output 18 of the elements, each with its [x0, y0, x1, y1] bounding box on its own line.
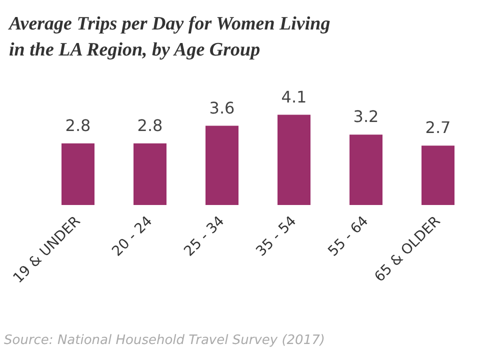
- x-tick-label: 35 - 54: [253, 213, 300, 260]
- data-label: 2.8: [65, 116, 91, 135]
- x-tick-label: 25 - 34: [181, 213, 228, 260]
- chart-title: Average Trips per Day for Women Living in the LA Region, by Age Group: [8, 14, 335, 60]
- data-label: 2.8: [137, 116, 163, 135]
- data-label: 3.2: [353, 107, 379, 126]
- x-tick-label: 20 - 24: [109, 213, 156, 260]
- bar: [134, 143, 166, 205]
- x-tick-label: 55 - 64: [325, 213, 372, 260]
- bar: [350, 134, 382, 205]
- bar: [422, 146, 454, 205]
- bar: [278, 114, 310, 205]
- source-note: Source: National Household Travel Survey (2017): [4, 333, 325, 348]
- bar: [62, 143, 94, 205]
- data-label: 2.7: [425, 118, 451, 138]
- data-label: 3.6: [209, 98, 235, 118]
- bar: [206, 126, 238, 205]
- data-label: 4.1: [281, 87, 307, 106]
